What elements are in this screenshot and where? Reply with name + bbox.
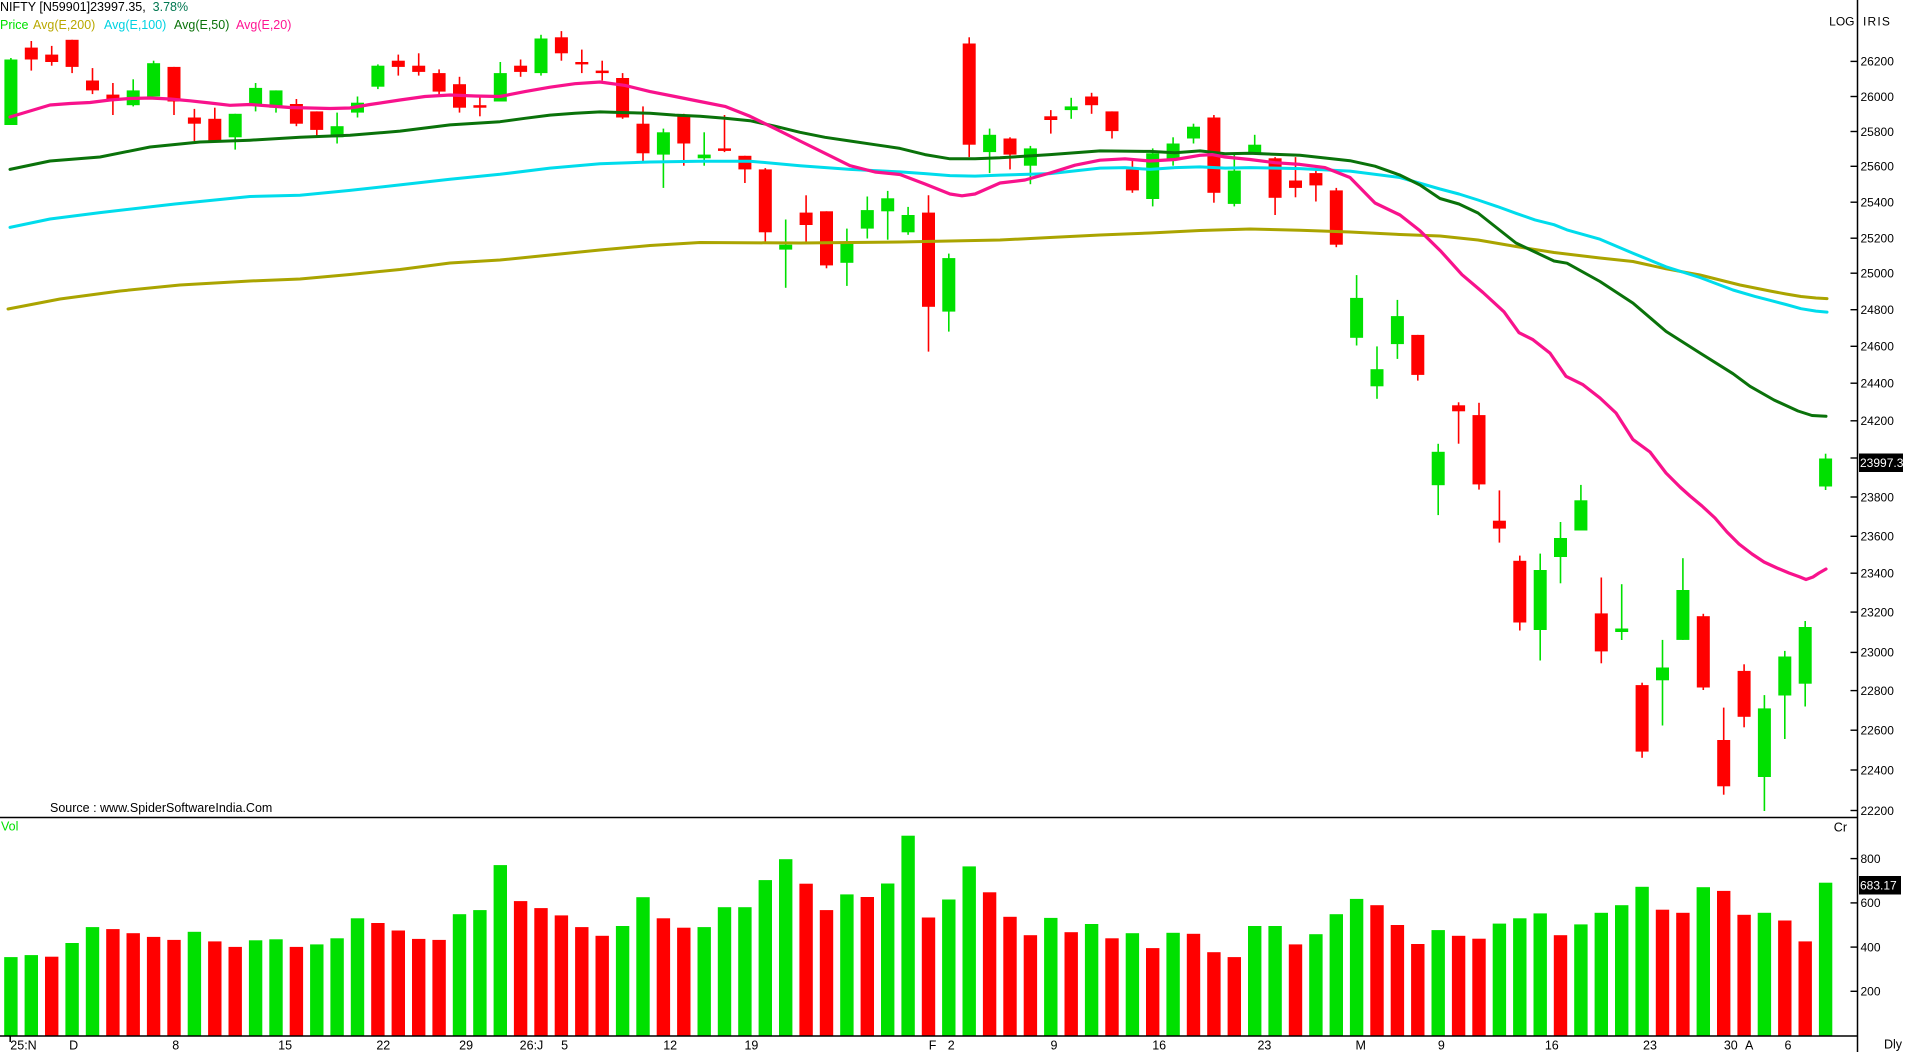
svg-text:23000: 23000	[1861, 646, 1895, 660]
svg-text:8: 8	[172, 1039, 179, 1052]
svg-text:25000: 25000	[1861, 267, 1895, 281]
svg-text:15: 15	[278, 1039, 292, 1052]
svg-text:25800: 25800	[1861, 125, 1895, 139]
svg-text:2: 2	[948, 1039, 955, 1052]
svg-text:25600: 25600	[1861, 160, 1895, 174]
svg-text:600: 600	[1861, 896, 1881, 910]
svg-text:Dly: Dly	[1884, 1038, 1903, 1052]
svg-text:800: 800	[1861, 852, 1881, 866]
svg-text:6: 6	[1785, 1039, 1792, 1052]
svg-text:Source : www.SpiderSoftwareInd: Source : www.SpiderSoftwareIndia.Com	[50, 801, 272, 815]
svg-text:Avg(E,100): Avg(E,100)	[104, 18, 166, 32]
svg-text:16: 16	[1152, 1039, 1166, 1052]
svg-text:26000: 26000	[1861, 90, 1895, 104]
svg-text:Vol: Vol	[1, 820, 18, 834]
svg-text:Cr: Cr	[1834, 821, 1847, 835]
svg-text:Avg(E,20): Avg(E,20)	[236, 18, 291, 32]
svg-text:24600: 24600	[1861, 340, 1895, 354]
svg-text:12: 12	[663, 1039, 677, 1052]
svg-text:M: M	[1355, 1039, 1365, 1052]
svg-text:23: 23	[1257, 1039, 1271, 1052]
svg-text:IRIS: IRIS	[1863, 15, 1891, 29]
svg-text:24200: 24200	[1861, 414, 1895, 428]
svg-text:23400: 23400	[1861, 567, 1895, 581]
svg-text:22: 22	[376, 1039, 390, 1052]
svg-text:683.17: 683.17	[1860, 879, 1897, 893]
svg-text:24800: 24800	[1861, 303, 1895, 317]
svg-text:Avg(E,200): Avg(E,200)	[33, 18, 95, 32]
svg-text:23: 23	[1643, 1039, 1657, 1052]
svg-text:19: 19	[744, 1039, 758, 1052]
svg-text:26200: 26200	[1861, 55, 1895, 69]
svg-text:23997.3: 23997.3	[1860, 456, 1904, 470]
svg-text:400: 400	[1861, 940, 1881, 954]
svg-text:9: 9	[1438, 1039, 1445, 1052]
svg-text:29: 29	[459, 1039, 473, 1052]
svg-text:D: D	[69, 1039, 78, 1052]
svg-text:25400: 25400	[1861, 196, 1895, 210]
svg-text:22200: 22200	[1861, 804, 1895, 818]
svg-text:22800: 22800	[1861, 684, 1895, 698]
svg-text:LOG: LOG	[1829, 15, 1854, 29]
svg-text:Price: Price	[0, 18, 29, 32]
svg-text:Avg(E,50): Avg(E,50)	[174, 18, 229, 32]
svg-text:5: 5	[561, 1039, 568, 1052]
svg-text:200: 200	[1861, 985, 1881, 999]
svg-text:9: 9	[1051, 1039, 1058, 1052]
svg-text:23600: 23600	[1861, 530, 1895, 544]
svg-text:30: 30	[1724, 1039, 1738, 1052]
svg-text:22400: 22400	[1861, 763, 1895, 777]
svg-text:F: F	[929, 1039, 937, 1052]
svg-text:16: 16	[1545, 1039, 1559, 1052]
svg-text:22600: 22600	[1861, 724, 1895, 738]
svg-text:23200: 23200	[1861, 605, 1895, 619]
svg-text:23800: 23800	[1861, 490, 1895, 504]
svg-text:26:J: 26:J	[520, 1039, 544, 1052]
svg-text:24400: 24400	[1861, 377, 1895, 391]
svg-text:NIFTY [N59901]23997.35, 3.78%: NIFTY [N59901]23997.35, 3.78%	[0, 0, 188, 14]
svg-text:A: A	[1745, 1039, 1754, 1052]
svg-text:25200: 25200	[1861, 232, 1895, 246]
svg-text:25:N: 25:N	[10, 1039, 36, 1052]
